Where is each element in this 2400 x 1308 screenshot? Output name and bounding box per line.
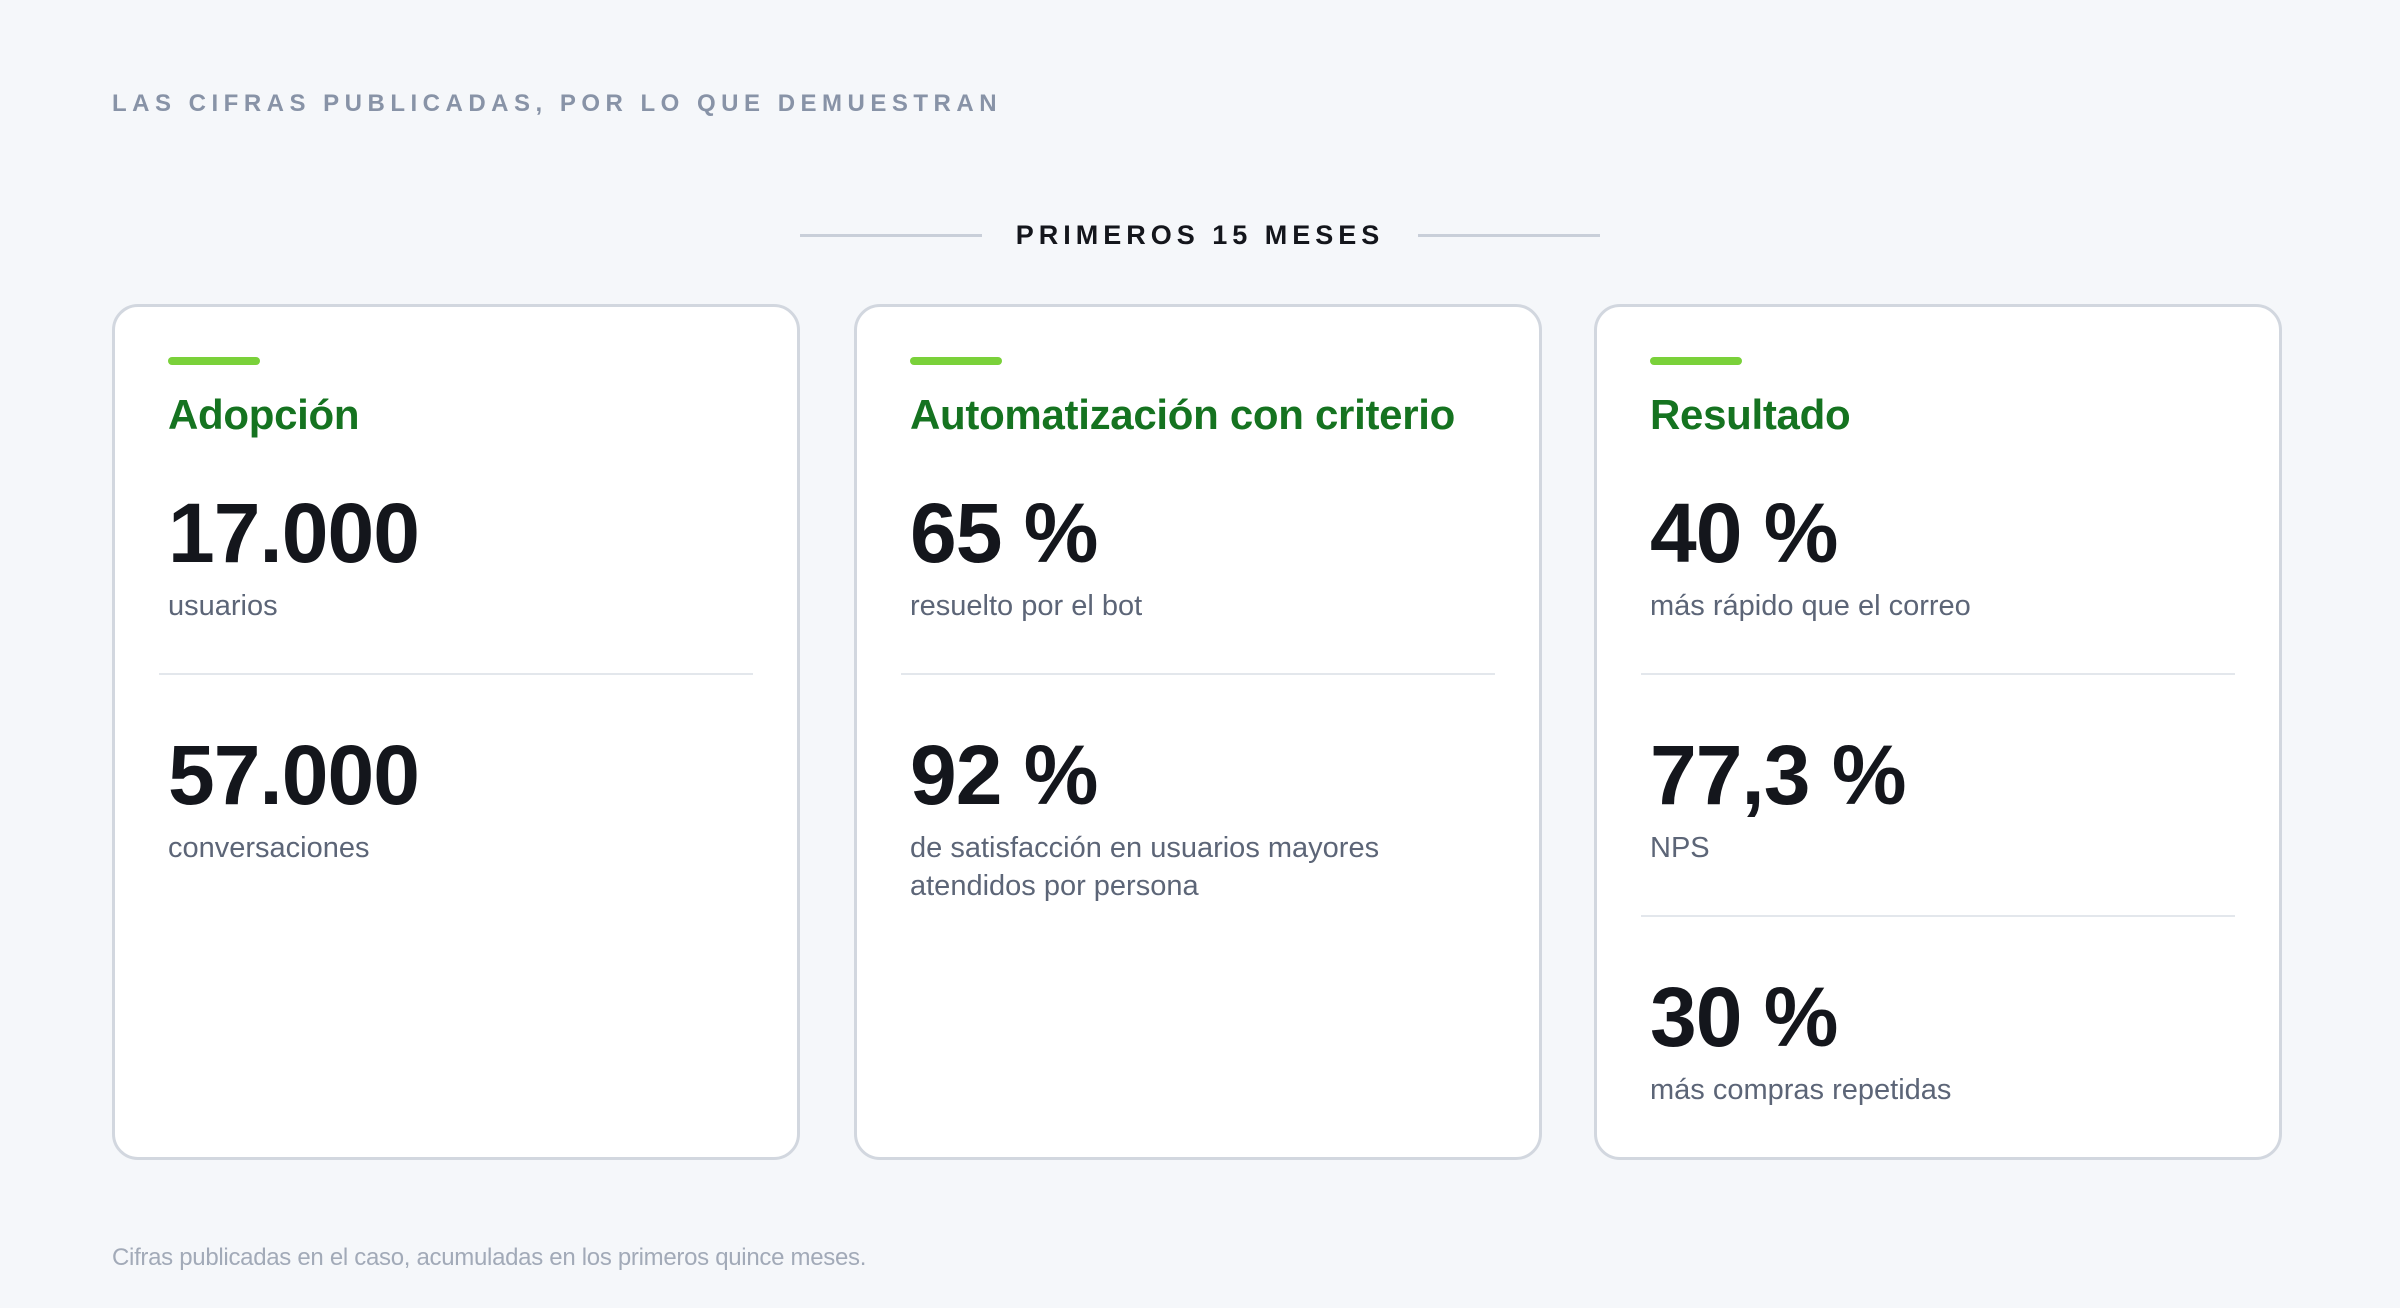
- metric-label: usuarios: [168, 590, 278, 622]
- metric-label: resuelto por el bot: [910, 590, 1143, 622]
- card-title: Automatización con criterio: [910, 391, 1455, 438]
- metric-mas-rapido: 40 % más rápido que el correo: [1650, 491, 2239, 625]
- metric-label: más rápido que el correo: [1650, 590, 1971, 622]
- metric-resuelto-bot: 65 % resuelto por el bot: [910, 491, 1499, 625]
- card-adopcion: Adopción 17.000 usuarios 57.000 conversa…: [112, 304, 800, 1160]
- period-rule-left: [800, 233, 982, 237]
- metric-usuarios: 17.000 usuarios: [168, 491, 757, 625]
- metric-value: 57.000: [168, 728, 420, 822]
- period-label: PRIMEROS 15 MESES: [1015, 219, 1385, 250]
- card-accent-bar: [910, 357, 1002, 365]
- metric-divider: [901, 673, 1495, 675]
- card-accent-bar: [168, 357, 260, 365]
- metric-value: 40 %: [1650, 486, 1838, 580]
- metric-label: NPS: [1650, 832, 1710, 864]
- metric-nps: 77,3 % NPS: [1650, 733, 2239, 867]
- metric-value: 77,3 %: [1650, 728, 1907, 822]
- metric-value: 17.000: [168, 486, 420, 580]
- metric-value: 92 %: [910, 728, 1098, 822]
- metric-value: 65 %: [910, 486, 1098, 580]
- metric-compras-repetidas: 30 % más compras repetidas: [1650, 975, 2239, 1109]
- metric-label: más compras repetidas: [1650, 1074, 1952, 1106]
- metric-divider: [1641, 915, 2235, 917]
- card-automatizacion: Automatización con criterio 65 % resuelt…: [854, 304, 1542, 1160]
- metric-value: 30 %: [1650, 970, 1838, 1064]
- card-title: Adopción: [168, 391, 360, 438]
- metric-divider: [1641, 673, 2235, 675]
- footnote: Cifras publicadas en el caso, acumuladas…: [112, 1244, 867, 1271]
- metric-satisfaccion: 92 % de satisfacción en usuarios mayores…: [910, 733, 1459, 905]
- metric-conversaciones: 57.000 conversaciones: [168, 733, 757, 867]
- metric-label: conversaciones: [168, 832, 370, 864]
- period-heading: PRIMEROS 15 MESES: [800, 215, 1600, 255]
- metric-label: de satisfacción en usuarios mayores aten…: [910, 832, 1380, 902]
- card-accent-bar: [1650, 357, 1742, 365]
- card-title: Resultado: [1650, 391, 1851, 438]
- card-resultado: Resultado 40 % más rápido que el correo …: [1594, 304, 2282, 1160]
- period-rule-right: [1418, 233, 1600, 237]
- section-eyebrow: LAS CIFRAS PUBLICADAS, POR LO QUE DEMUES…: [112, 90, 1003, 117]
- metric-divider: [159, 673, 753, 675]
